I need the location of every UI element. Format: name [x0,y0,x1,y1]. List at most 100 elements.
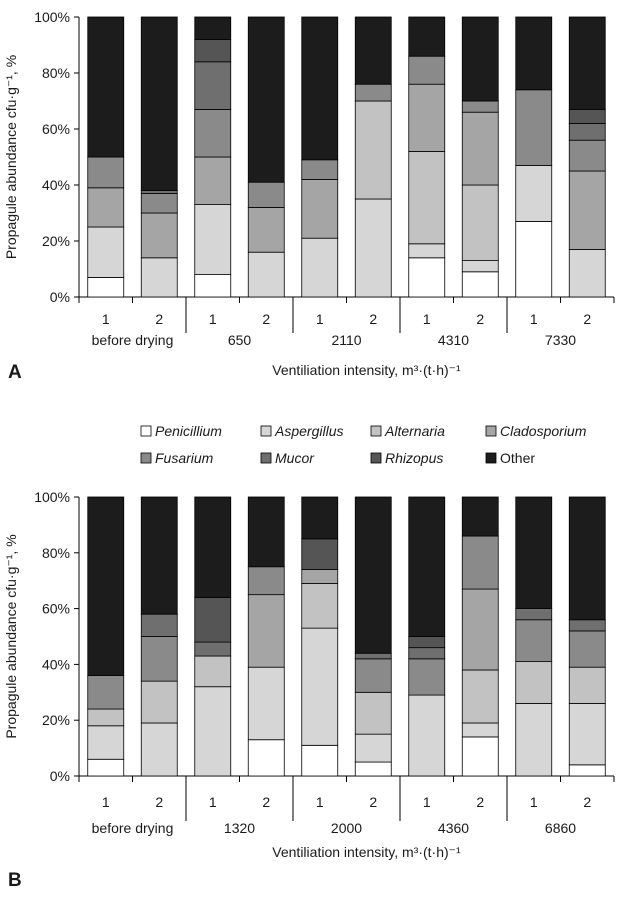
bar-segment [355,692,391,734]
bar-segment [516,165,552,221]
group-label: 1320 [224,820,255,836]
bar-segment [462,101,498,112]
bar-segment [569,249,605,297]
legend-item: Rhizopus [371,450,443,466]
bar-segment [462,536,498,589]
group-label: before drying [92,820,174,836]
bar-segment [88,277,124,297]
y-tick-label: 20% [42,233,70,249]
y-tick-label: 0% [50,289,70,305]
x-axis-title: Ventiliation intensity, m³·(t·h)⁻¹ [272,844,461,860]
bar-segment [141,614,177,636]
bar-segment [141,258,177,297]
bar-segment [141,637,177,682]
x-tick-label: 2 [583,794,591,810]
bar-segment [462,589,498,670]
panel-label: A [8,362,22,383]
bar-segment [462,723,498,737]
group-label: 4310 [438,332,469,348]
legend-label: Penicillium [155,423,222,439]
group-label: 650 [228,332,252,348]
bar-segment [516,609,552,620]
group-label: before drying [92,332,174,348]
bar-segment [355,17,391,84]
x-tick-label: 2 [155,794,163,810]
bar-segment [141,723,177,776]
bar-segment [195,62,231,110]
x-tick-label: 1 [316,311,324,327]
bar-segment [409,659,445,695]
bar-segment [248,17,284,182]
bar-segment [516,90,552,166]
bar-segment [88,227,124,277]
bar-segment [195,275,231,297]
bar-segment [248,207,284,252]
bar-segment [355,497,391,653]
legend-item: Penicillium [141,423,222,439]
bar-segment [141,191,177,194]
bar-segment [302,570,338,584]
bar-segment [195,39,231,61]
bar-segment [195,109,231,157]
x-tick-label: 1 [530,794,538,810]
legend-swatch [261,453,271,463]
y-axis-title: Propagule abundance cfu·g⁻¹, % [3,55,19,259]
x-tick-label: 2 [262,311,270,327]
legend-swatch [486,426,496,436]
bar-segment [355,101,391,199]
bar-segment [462,112,498,185]
bar-segment [355,653,391,659]
legend-label: Fusarium [155,450,214,466]
bar-segment [88,759,124,776]
bar-segment [569,667,605,703]
x-tick-label: 2 [476,794,484,810]
bar-segment [195,597,231,642]
x-tick-label: 1 [102,794,110,810]
x-tick-label: 1 [209,794,217,810]
bar-segment [195,17,231,39]
legend-label: Alternaria [384,423,445,439]
bar-segment [302,583,338,628]
bar-segment [302,238,338,297]
bar-segment [248,567,284,595]
bar-segment [88,709,124,726]
legend-label: Cladosporium [500,423,587,439]
bar-segment [409,244,445,258]
bar-segment [141,213,177,258]
legend-swatch [371,453,381,463]
group-label: 2000 [331,820,362,836]
y-tick-label: 40% [42,177,70,193]
legend-item: Cladosporium [486,423,587,439]
bar-segment [516,221,552,297]
bar-segment [569,631,605,667]
x-tick-label: 2 [262,794,270,810]
bar-segment [141,681,177,723]
y-tick-label: 20% [42,712,70,728]
y-tick-label: 0% [50,768,70,784]
bar-segment [462,185,498,261]
chart-panel-b: 0% 20% 40% 60% 80% 100% 1 2 1 2 1 2 1 2 1 2 before dryin… [3,489,614,891]
legend-label: Aspergillus [274,423,343,439]
x-tick-label: 1 [530,311,538,327]
bar-segment [248,497,284,567]
bar-segment [409,56,445,84]
bar-segment [462,670,498,723]
y-tick-label: 100% [34,489,70,505]
legend-swatch [141,426,151,436]
x-tick-label: 1 [316,794,324,810]
legend-label: Mucor [275,450,315,466]
bar-segment [569,765,605,776]
bar-segment [302,539,338,570]
bar-segment [88,497,124,676]
bar-segment [409,497,445,637]
bar-segment [195,642,231,656]
y-tick-label: 80% [42,545,70,561]
legend-label: Other [500,450,535,466]
x-tick-label: 2 [369,794,377,810]
x-tick-label: 2 [369,311,377,327]
bar-segment [302,745,338,776]
bar-segment [462,17,498,101]
bar-segment [409,637,445,648]
legend-item: Aspergillus [261,423,343,439]
bar-segment [516,17,552,90]
